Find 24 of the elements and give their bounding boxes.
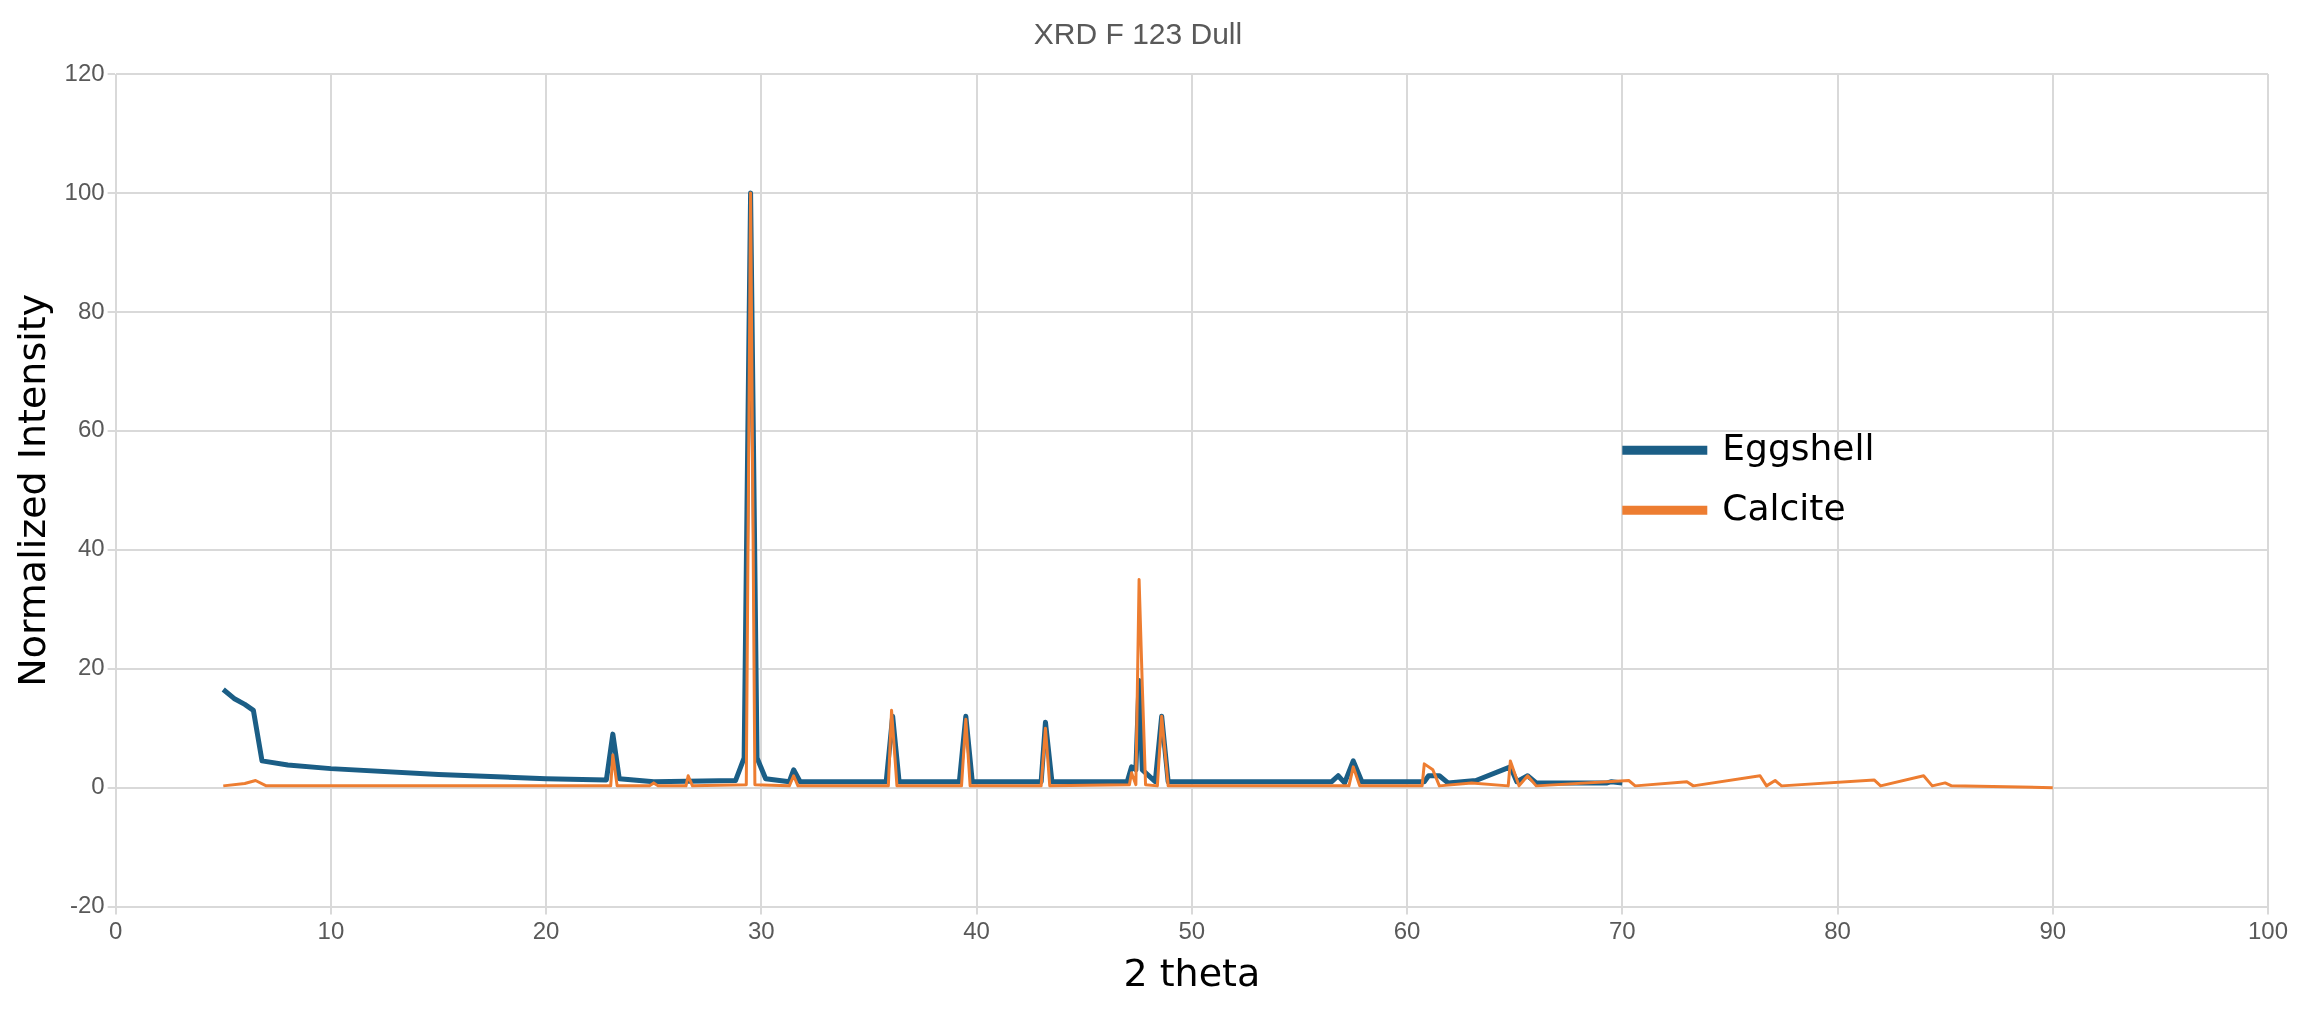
x-axis-title: 2 theta (1123, 951, 1261, 996)
y-tick-label: 80 (77, 296, 105, 324)
x-tick-label: 30 (748, 916, 775, 944)
x-tick-label: 80 (1824, 916, 1851, 944)
x-tick-label: 40 (963, 916, 990, 944)
y-tick-label: 120 (64, 58, 105, 86)
x-tick-label: 10 (317, 916, 345, 944)
chart-title: XRD F 123 Dull (1033, 17, 1243, 51)
x-tick-label: 90 (2039, 916, 2067, 944)
legend-label: Eggshell (1722, 426, 1875, 468)
x-tick-label: 100 (2247, 916, 2289, 944)
x-tick-label: 70 (1608, 916, 1636, 944)
y-tick-label: 40 (77, 534, 105, 562)
y-axis-title: Normalized Intensity (9, 293, 54, 687)
y-tick-label: -20 (69, 891, 105, 919)
y-tick-label: 20 (77, 653, 105, 681)
legend-label: Calcite (1722, 486, 1846, 528)
y-tick-label: 100 (64, 177, 105, 205)
x-tick-label: 60 (1393, 916, 1421, 944)
y-tick-label: 0 (91, 772, 105, 800)
x-tick-label: 0 (108, 916, 123, 944)
y-tick-label: 60 (77, 415, 105, 443)
x-tick-label: 20 (532, 916, 560, 944)
x-tick-label: 50 (1178, 916, 1206, 944)
